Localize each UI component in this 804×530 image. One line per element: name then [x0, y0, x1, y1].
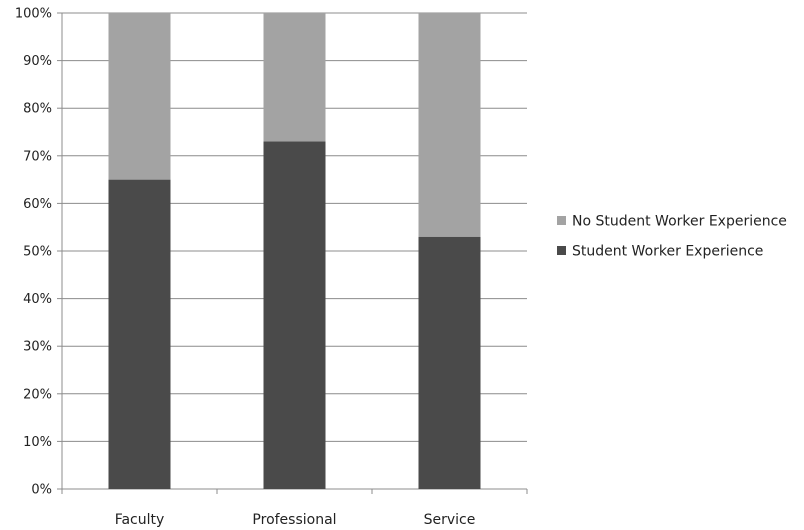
bars	[108, 13, 481, 489]
bar-student-worker-experience-professional	[263, 141, 326, 489]
bar-student-worker-experience-service	[418, 236, 481, 489]
legend-label: Student Worker Experience	[572, 244, 763, 260]
y-tick-label: 100%	[15, 7, 52, 22]
legend: No Student Worker Experience Student Work…	[557, 214, 787, 260]
y-tick-label: 40%	[23, 292, 52, 307]
y-tick-label: 90%	[23, 54, 52, 69]
legend-swatch	[557, 246, 566, 255]
y-tick-label: 20%	[23, 387, 52, 402]
y-tick-label: 30%	[23, 340, 52, 355]
x-category-labels: Faculty Professional Service	[115, 512, 476, 528]
x-category-label: Faculty	[115, 512, 165, 528]
y-tick-label: 0%	[31, 483, 52, 498]
bar-no-student-worker-experience-professional	[263, 13, 326, 142]
y-tick-label: 80%	[23, 102, 52, 117]
x-category-label: Service	[424, 512, 476, 528]
y-tick-label: 10%	[23, 435, 52, 450]
y-tick-label: 70%	[23, 149, 52, 164]
bar-no-student-worker-experience-faculty	[108, 13, 171, 180]
legend-label: No Student Worker Experience	[572, 214, 787, 230]
y-tick-labels: 0% 10% 20% 30% 40% 50% 60% 70% 80% 90% 100%	[15, 7, 52, 498]
bar-no-student-worker-experience-service	[418, 13, 481, 237]
legend-swatch	[557, 216, 566, 225]
bar-student-worker-experience-faculty	[108, 179, 171, 489]
y-tick-label: 50%	[23, 245, 52, 260]
x-category-label: Professional	[252, 512, 336, 528]
y-tick-label: 60%	[23, 197, 52, 212]
